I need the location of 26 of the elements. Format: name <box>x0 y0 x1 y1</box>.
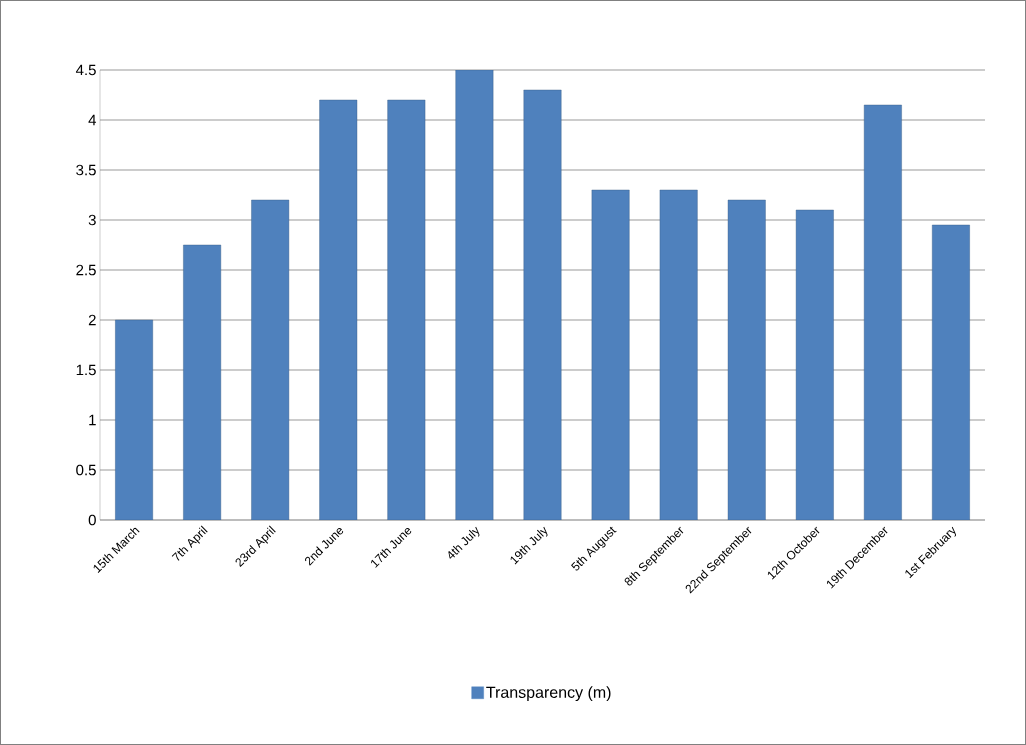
bar <box>591 189 630 520</box>
y-tick-label: 2 <box>88 314 96 326</box>
y-tick-label: 0 <box>88 514 96 526</box>
bar <box>659 189 698 520</box>
y-tick-label: 4 <box>88 114 97 126</box>
y-tick-label: 1 <box>89 414 96 426</box>
bar <box>795 209 834 520</box>
bar <box>523 89 562 520</box>
y-tick-label: 0.5 <box>76 464 96 476</box>
y-tick-label: 3 <box>88 214 96 226</box>
bar <box>863 104 902 520</box>
y-tick-label: 2.5 <box>76 264 96 276</box>
y-tick-label: 3.5 <box>76 164 96 176</box>
y-tick-label: 1.5 <box>76 364 96 376</box>
bar <box>932 224 970 520</box>
legend-label: Transparency (m) <box>486 686 611 702</box>
bar <box>387 99 426 520</box>
x-tick-label: 19th July <box>510 526 548 565</box>
x-tick-label: 4th July <box>448 526 480 559</box>
bar <box>251 199 290 520</box>
bar <box>727 199 766 520</box>
bar <box>319 99 358 520</box>
bar <box>183 244 222 520</box>
bar <box>455 70 494 520</box>
y-tick-label: 4.5 <box>75 64 96 76</box>
bar <box>115 319 153 520</box>
